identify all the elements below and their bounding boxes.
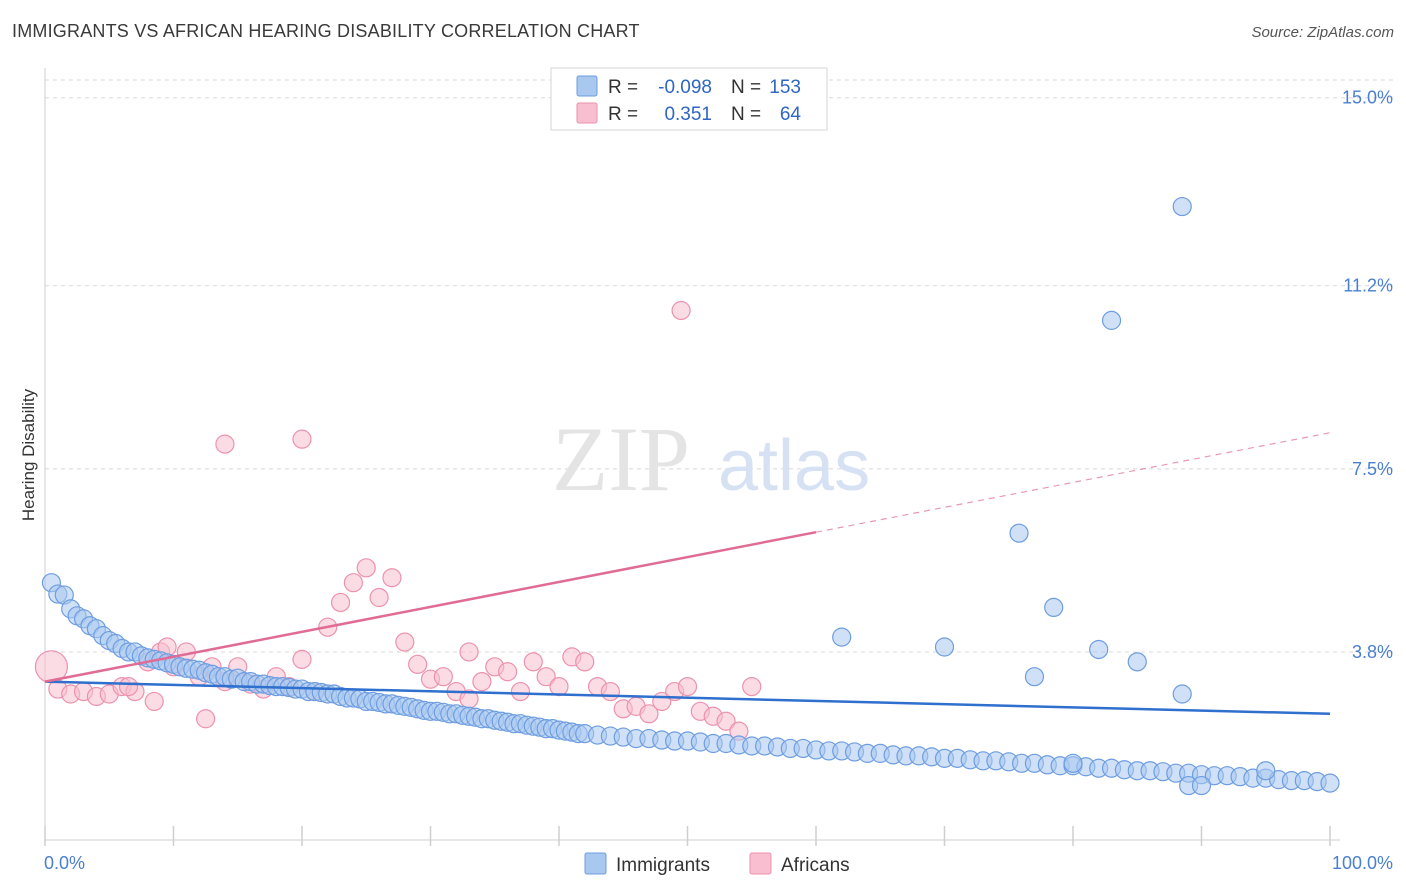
africans-point bbox=[575, 652, 595, 672]
immigrants-point bbox=[1044, 597, 1064, 618]
africans-point bbox=[196, 709, 216, 729]
africans-point bbox=[408, 654, 428, 674]
africans-point bbox=[671, 300, 691, 321]
legend-r-value-1: -0.098 bbox=[658, 77, 712, 98]
x-tick-label-min: 0.0% bbox=[44, 853, 85, 873]
x-ticks bbox=[44, 826, 1331, 846]
bottom-legend: Immigrants Africans bbox=[584, 852, 850, 876]
africans-point bbox=[716, 711, 736, 731]
legend-r-label-2: R = bbox=[608, 104, 638, 125]
immigrants-point bbox=[1256, 761, 1276, 781]
legend-swatch-immigrants bbox=[576, 75, 598, 97]
legend-n-label-2: N = bbox=[731, 104, 761, 125]
africans-point bbox=[292, 429, 312, 449]
legend-r-label-1: R = bbox=[608, 77, 638, 98]
immigrants-point bbox=[1127, 652, 1147, 672]
immigrants-trend-line bbox=[44, 680, 1331, 716]
legend-swatch-africans bbox=[576, 102, 598, 124]
bottom-legend-swatch-africans bbox=[749, 852, 772, 875]
legend-n-value-1: 153 bbox=[769, 77, 801, 98]
chart-source: Source: ZipAtlas.com bbox=[1251, 24, 1394, 41]
africans-point bbox=[330, 592, 351, 613]
trend-lines bbox=[44, 432, 1331, 716]
africans-point bbox=[343, 573, 363, 593]
immigrants-point bbox=[1024, 667, 1045, 687]
africans-point bbox=[472, 672, 492, 692]
y-tick-label: 15.0% bbox=[1342, 88, 1393, 108]
africans-point bbox=[144, 691, 164, 712]
africans-point bbox=[742, 676, 762, 697]
y-tick-labels: 3.8% 7.5% 11.2% 15.0% bbox=[1342, 88, 1393, 662]
africans-point bbox=[382, 568, 402, 588]
y-tick-label: 7.5% bbox=[1352, 459, 1393, 479]
immigrants-point bbox=[1172, 684, 1192, 704]
africans-point bbox=[510, 681, 531, 702]
y-tick-label: 3.8% bbox=[1352, 642, 1393, 662]
grid-lines bbox=[45, 79, 1395, 653]
africans-points bbox=[34, 300, 762, 741]
immigrants-point bbox=[832, 627, 852, 647]
africans-point bbox=[395, 632, 415, 652]
africans-point bbox=[523, 652, 543, 672]
africans-point bbox=[215, 434, 235, 454]
africans-point bbox=[118, 676, 139, 697]
africans-point bbox=[498, 662, 518, 682]
africans-point bbox=[549, 676, 569, 697]
africans-point bbox=[639, 704, 659, 724]
africans-point bbox=[536, 667, 556, 687]
top-legend: R = -0.098 N = 153 R = 0.351 N = 64 bbox=[550, 67, 828, 131]
africans-point bbox=[459, 642, 479, 662]
y-axis-title: Hearing Disability bbox=[19, 388, 38, 521]
africans-point bbox=[433, 667, 453, 687]
africans-point bbox=[369, 587, 389, 608]
bottom-legend-immigrants: Immigrants bbox=[616, 855, 710, 876]
immigrants-point bbox=[1063, 753, 1083, 773]
immigrants-point bbox=[1089, 639, 1109, 660]
immigrants-points bbox=[41, 196, 1340, 796]
chart-title: IMMIGRANTS VS AFRICAN HEARING DISABILITY… bbox=[12, 21, 640, 41]
x-tick-label-max: 100.0% bbox=[1332, 853, 1393, 873]
africans-trend-line bbox=[44, 530, 817, 683]
africans-point bbox=[356, 558, 376, 578]
immigrants-point bbox=[1101, 310, 1122, 330]
y-tick-label: 11.2% bbox=[1343, 276, 1393, 296]
legend-r-value-2: 0.351 bbox=[664, 104, 712, 125]
watermark-atlas: atlas bbox=[718, 426, 870, 506]
legend-n-value-2: 64 bbox=[780, 104, 802, 125]
immigrants-point bbox=[1320, 773, 1340, 793]
bottom-legend-swatch-immigrants bbox=[584, 852, 607, 875]
immigrants-point bbox=[1191, 775, 1212, 796]
immigrants-point bbox=[934, 637, 955, 657]
immigrants-point bbox=[1009, 523, 1029, 543]
africans-point bbox=[292, 649, 312, 669]
immigrants-point bbox=[1172, 196, 1192, 217]
africans-point bbox=[677, 676, 698, 697]
watermark-zip: ZIP bbox=[552, 408, 690, 510]
bottom-legend-africans: Africans bbox=[781, 855, 850, 876]
africans-point bbox=[600, 681, 621, 702]
legend-n-label-1: N = bbox=[731, 77, 761, 98]
africans-trend-extension bbox=[815, 432, 1331, 533]
